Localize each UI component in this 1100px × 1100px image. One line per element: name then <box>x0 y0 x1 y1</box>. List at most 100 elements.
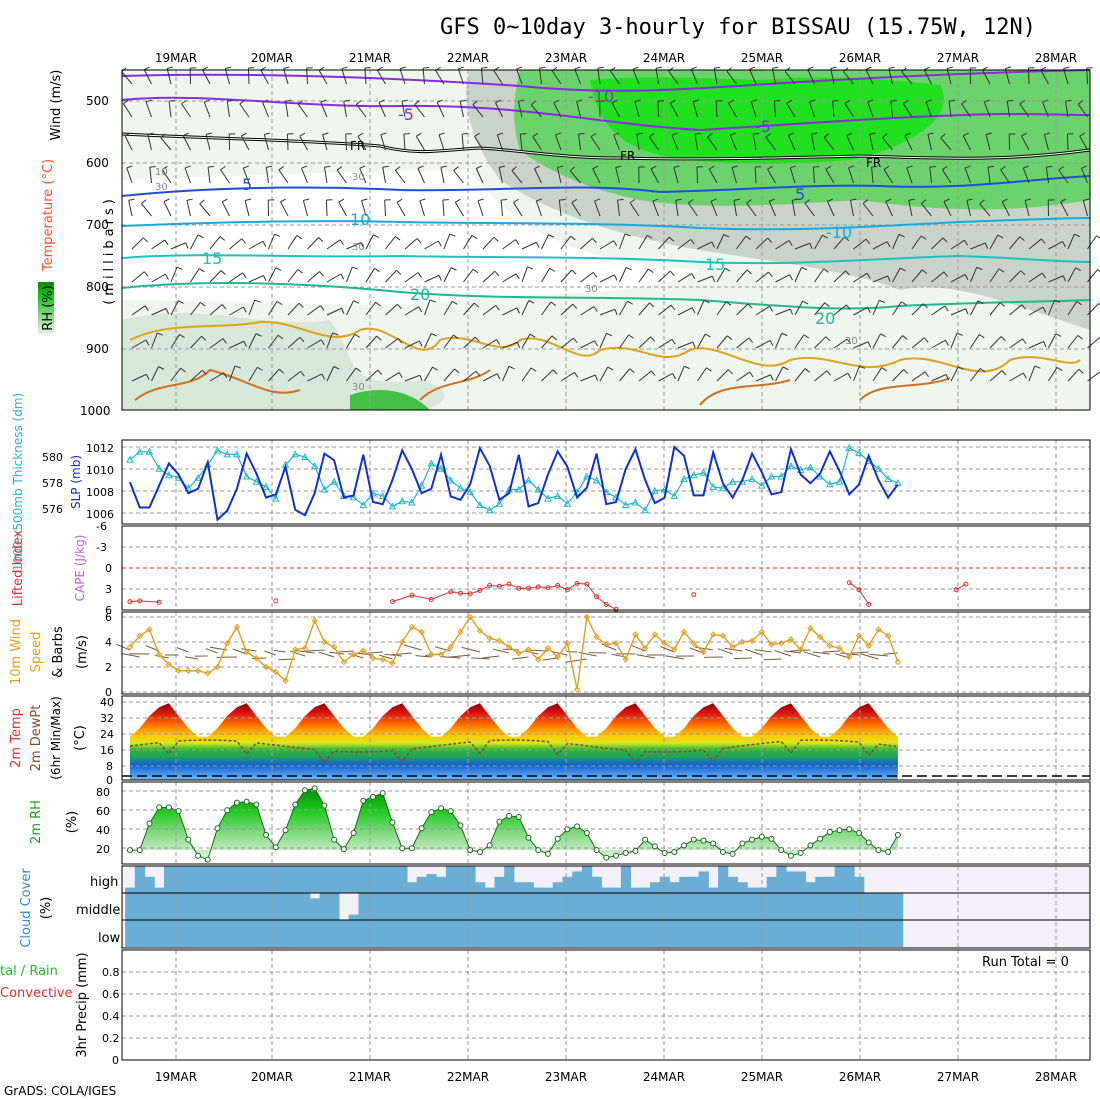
wind-barb-flag <box>395 235 401 241</box>
wind-barb-staff <box>697 333 706 349</box>
wind-barb-staff <box>404 238 418 250</box>
w10-tick-0: 0 <box>105 686 112 699</box>
thick-tick-576: 576 <box>42 503 63 516</box>
thickness-marker <box>874 464 883 472</box>
wind-barb-staff <box>809 101 815 118</box>
li-marker <box>409 592 415 598</box>
wind10-barb <box>471 657 490 660</box>
wind-barb-staff <box>1028 306 1044 316</box>
rh-marker <box>457 822 464 829</box>
wind-barb-staff <box>1001 201 1010 217</box>
wind-barb-staff <box>205 134 211 151</box>
bottom-date-label: 20MAR <box>251 1070 293 1084</box>
wind-speed-marker <box>641 645 649 652</box>
cloud-bar-middle <box>786 893 797 920</box>
wind-barb-flag <box>197 234 204 239</box>
wind-barb-flag <box>374 268 380 273</box>
wind-barb-staff <box>970 300 979 316</box>
wind-barb-staff <box>325 199 328 217</box>
wind-barb-staff <box>911 235 922 250</box>
wind-barb-staff <box>696 166 698 184</box>
cloud-bar-low <box>455 920 466 947</box>
wind-barb-staff <box>921 203 932 217</box>
wind-barb-flag <box>824 302 830 307</box>
wind-barb-staff <box>632 68 640 85</box>
wind-barb-flag <box>714 66 721 69</box>
wind-barb-flag <box>241 132 248 137</box>
wind-speed-marker <box>671 646 678 653</box>
thickness-marker <box>476 501 484 509</box>
temp-contour-plus10 <box>121 217 1091 231</box>
cloud-bar-middle <box>844 893 855 920</box>
cloud-bar-high <box>708 887 719 893</box>
wind-speed-marker <box>748 637 756 644</box>
top-date-label: 19MAR <box>155 51 197 65</box>
wind-speed-marker <box>505 643 513 651</box>
wind-barb-staff <box>287 370 302 382</box>
wind10-barb <box>176 647 189 653</box>
wind-barb-flag <box>241 238 246 244</box>
thickness-marker <box>291 450 300 458</box>
wind-barb-staff <box>775 308 791 316</box>
wind-barb-flag <box>809 243 813 250</box>
cloud-bar-low <box>164 920 175 947</box>
cloud-bar-high <box>795 871 807 893</box>
cloud-bar-low <box>640 920 651 947</box>
wind-barb-flag <box>890 99 897 102</box>
wind-speed-marker <box>544 645 552 652</box>
pressure-ticks: 500 600 700 800 900 1000 <box>80 94 111 418</box>
wind-barb-flag <box>673 165 680 169</box>
wind-barb-flag <box>322 132 329 136</box>
rh-marker <box>486 842 493 849</box>
wind-barb-flag <box>1079 132 1086 137</box>
wind-barb-flag <box>283 66 290 70</box>
wind-barb-staff <box>827 201 835 217</box>
wind-barb-flag <box>495 305 500 311</box>
wind-barb-staff <box>950 366 959 382</box>
cloud-bar-middle <box>397 893 408 920</box>
wind10-barb <box>367 651 383 654</box>
wind-barb-staff <box>384 199 386 217</box>
p-tick-1000: 1000 <box>80 404 111 418</box>
wind-barb-flag <box>141 199 147 204</box>
wind-barb-flag <box>924 371 929 378</box>
wind-barb-flag <box>450 267 457 271</box>
wind-barb-staff <box>911 371 926 382</box>
thick-tick-578: 578 <box>42 477 63 490</box>
wind-barb-staff <box>500 200 503 217</box>
cloud-bar-low <box>280 920 291 947</box>
wind-barb-flag <box>220 165 226 171</box>
wind-barb-staff <box>736 371 751 382</box>
wind-barb-flag <box>1041 272 1047 279</box>
wind-barb-staff <box>382 167 386 184</box>
wind-barb-flag <box>961 99 967 105</box>
wind-barb-flag <box>765 133 771 138</box>
rh-marker <box>826 829 833 836</box>
wind-barb-staff <box>755 271 769 283</box>
wind-barb-staff <box>814 302 826 316</box>
wind-barb-flag <box>375 301 381 307</box>
wind10-barb <box>840 652 860 656</box>
wind-barb-staff <box>190 335 202 349</box>
wind-barb-flag <box>256 366 263 371</box>
wind-barb-staff <box>151 366 159 382</box>
rh-marker <box>865 839 872 846</box>
wind-barb-flag <box>242 272 247 279</box>
cloud-bar-low <box>377 920 389 947</box>
wind-speed-marker <box>525 646 532 653</box>
rh-marker <box>642 836 649 843</box>
wind-barb-flag <box>830 66 837 69</box>
wind-barb-flag <box>527 266 534 270</box>
wind-barb-staff <box>853 307 868 316</box>
wind-barb-staff <box>502 307 518 316</box>
wind-barb-flag <box>183 132 189 137</box>
wind-barb-staff <box>126 167 133 184</box>
wind-barb-staff <box>636 134 640 151</box>
wind-barb-staff <box>521 266 528 283</box>
wind-barb-staff <box>867 101 874 118</box>
wind-speed-marker <box>476 627 484 634</box>
wind-barb-flag <box>632 66 639 70</box>
wind-barb-staff <box>482 339 497 349</box>
wind-barb-staff <box>580 237 593 250</box>
wind-barb-staff <box>516 68 523 85</box>
